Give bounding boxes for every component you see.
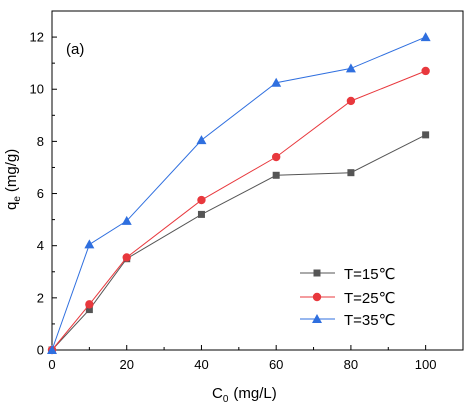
data-point-circle — [122, 253, 131, 262]
data-point-triangle — [121, 215, 132, 225]
data-point-square — [272, 171, 280, 179]
plot-frame — [51, 10, 464, 351]
series-layer — [47, 32, 431, 355]
x-tick-label: 0 — [48, 357, 55, 372]
panel-label: (a) — [66, 41, 84, 58]
data-point-circle — [421, 66, 430, 76]
x-tick-label: 80 — [344, 357, 358, 372]
legend-marker-square — [313, 269, 321, 277]
x-axis-label: C0 (mg/L) — [212, 385, 277, 405]
y-tick-label: 2 — [37, 290, 44, 305]
x-tick-label: 60 — [269, 357, 283, 372]
y-tick-label: 4 — [37, 238, 44, 253]
data-point-circle — [197, 195, 206, 205]
x-tick-label: 20 — [119, 357, 133, 372]
y-tick-label: 6 — [37, 186, 44, 201]
legend-label: T=35℃ — [344, 312, 395, 329]
legend: T=15℃ T=25℃ T=35℃ — [300, 266, 395, 329]
data-point-square — [347, 169, 355, 177]
y-tick-label: 8 — [37, 134, 44, 149]
data-point-square — [85, 306, 93, 314]
series-line — [51, 70, 426, 351]
legend-item: T=35℃ — [300, 312, 395, 329]
x-tick-label: 40 — [194, 357, 208, 372]
data-point-triangle — [420, 32, 431, 42]
legend-label: T=15℃ — [344, 266, 395, 283]
legend-label: T=25℃ — [344, 290, 395, 307]
y-tick-label: 10 — [30, 82, 44, 97]
data-point-triangle — [84, 239, 95, 249]
data-point-triangle — [345, 63, 356, 73]
data-point-triangle — [271, 77, 282, 87]
data-point-triangle — [47, 345, 57, 354]
axes: 0 20 40 60 80 100 0 2 4 6 8 10 12 — [30, 30, 437, 372]
legend-marker-circle — [312, 292, 322, 302]
legend-item: T=15℃ — [300, 266, 395, 283]
legend-item: T=25℃ — [300, 290, 395, 307]
data-point-square — [422, 131, 430, 139]
legend-marker-triangle — [312, 314, 322, 323]
data-point-triangle — [196, 135, 207, 145]
x-tick-label: 100 — [415, 357, 437, 372]
data-point-square — [197, 210, 205, 218]
data-point-circle — [85, 300, 94, 309]
y-axis-label: qe(mg/g) — [3, 149, 23, 210]
data-point-circle — [346, 96, 356, 106]
data-point-circle — [271, 152, 281, 162]
y-tick-label: 0 — [37, 343, 44, 358]
y-tick-label: 12 — [30, 30, 44, 45]
